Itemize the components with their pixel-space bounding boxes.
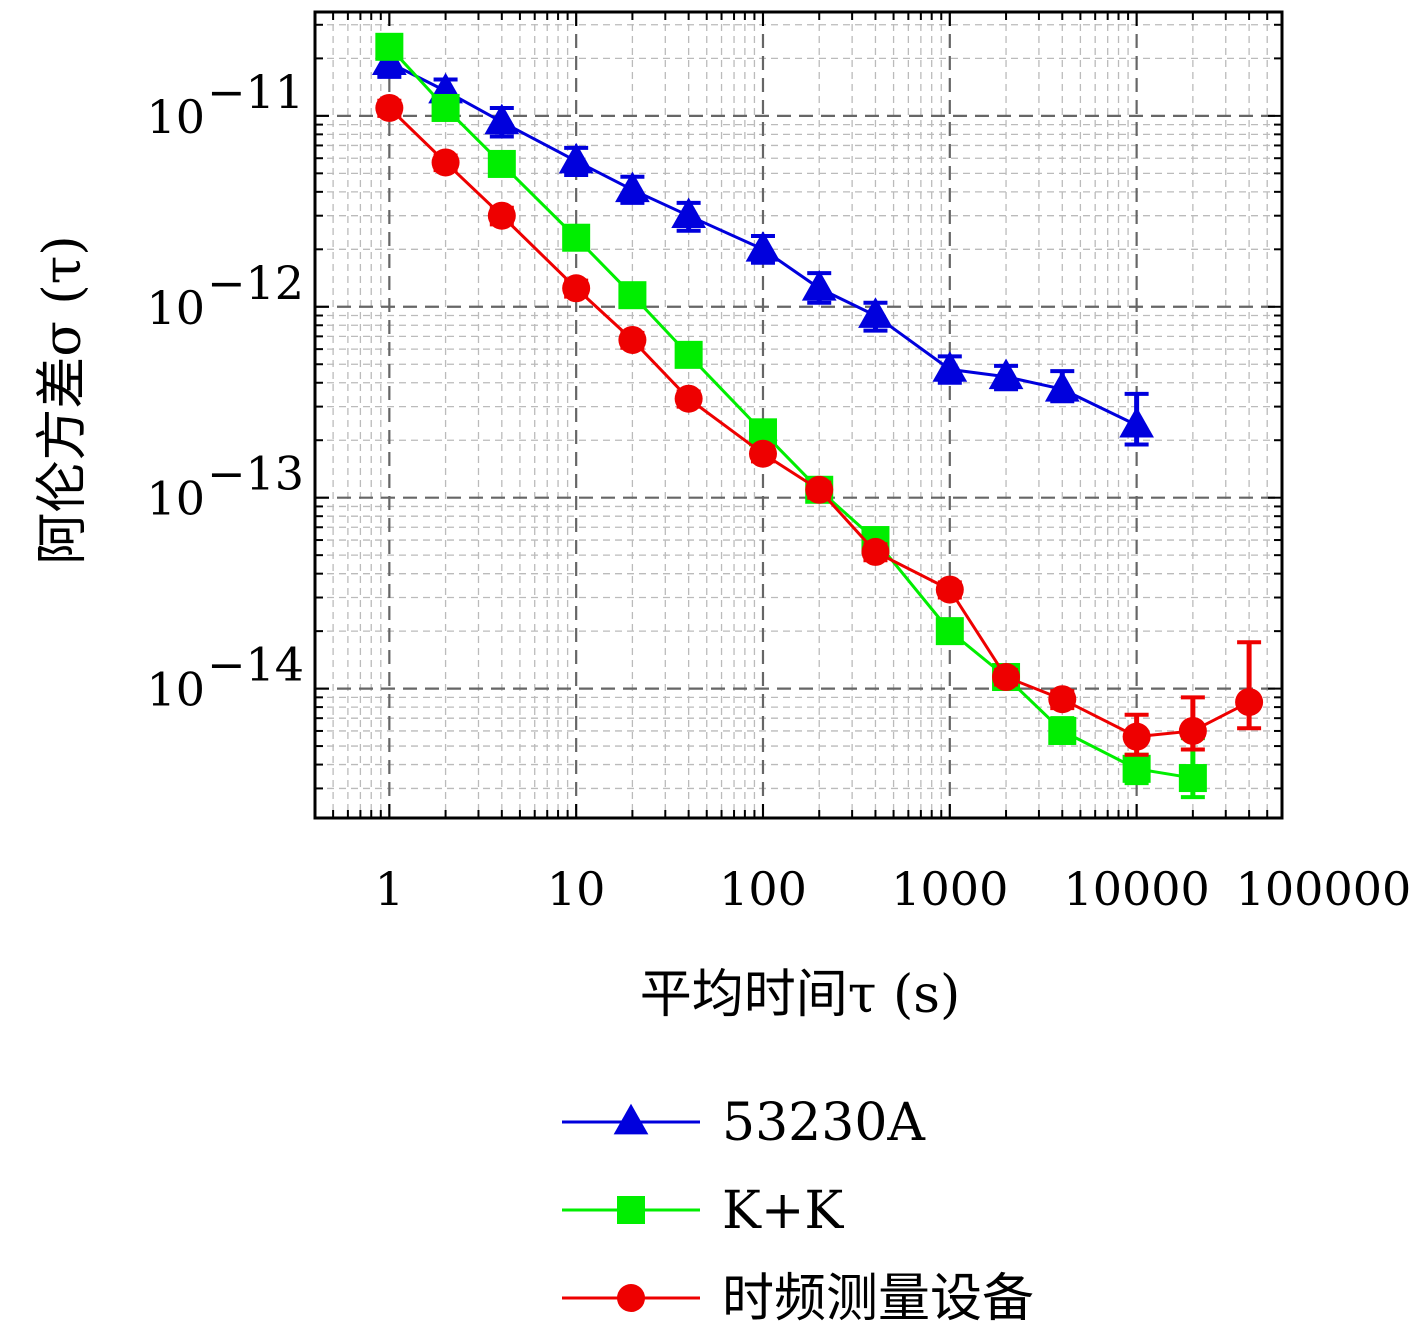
data-point <box>618 325 647 354</box>
series-layer <box>371 32 1264 800</box>
x-axis-label: 平均时间τ (s) <box>640 965 961 1025</box>
data-point <box>562 223 591 252</box>
data-point <box>484 103 520 135</box>
series-1 <box>375 32 1207 800</box>
data-point <box>674 384 703 413</box>
y-tick-exponent: −12 <box>207 256 304 310</box>
data-point <box>745 231 781 262</box>
x-tick-label: 100 <box>719 862 807 916</box>
data-point <box>1122 754 1151 783</box>
data-point <box>988 358 1024 390</box>
y-tick-label: 10 <box>146 663 205 717</box>
data-point <box>1048 685 1077 714</box>
data-point <box>1122 722 1151 751</box>
data-point <box>1048 716 1077 745</box>
y-tick-label: 10 <box>146 472 205 526</box>
data-point <box>487 201 516 230</box>
series-2 <box>375 93 1264 757</box>
data-point <box>487 149 516 178</box>
data-point <box>1119 406 1154 438</box>
data-point <box>748 439 777 468</box>
data-point <box>615 171 650 203</box>
data-point <box>935 575 964 604</box>
plot-frame <box>313 10 1284 820</box>
x-tick-label: 10 <box>547 862 606 916</box>
legend-marker <box>617 1196 645 1224</box>
data-point <box>431 93 460 122</box>
x-tick-labels: 1 10 100 1000 10000 100000 <box>375 862 1412 916</box>
legend-marker <box>613 1103 649 1135</box>
data-point <box>861 537 890 566</box>
legend-marker <box>617 1284 645 1312</box>
y-tick-exponent: −13 <box>207 447 304 501</box>
data-point <box>1044 370 1080 402</box>
x-tick-label: 1000 <box>891 862 1008 916</box>
data-point <box>562 274 591 303</box>
data-point <box>1178 716 1207 745</box>
x-tick-label: 10000 <box>1063 862 1209 916</box>
data-point <box>1178 764 1207 793</box>
data-point <box>992 663 1021 692</box>
y-tick-label: 10 <box>146 90 205 144</box>
data-point <box>805 475 834 504</box>
legend: 53230A K+K 时频测量设备 <box>562 1093 1034 1329</box>
data-point <box>932 351 968 382</box>
x-tick-label: 1 <box>375 862 404 916</box>
x-tick-label: 100000 <box>1236 862 1412 916</box>
data-point <box>618 281 647 310</box>
y-tick-exponent: −11 <box>207 65 304 119</box>
data-point <box>558 142 594 174</box>
legend-label: K+K <box>722 1181 844 1241</box>
data-point <box>1235 688 1264 717</box>
data-point <box>801 270 837 301</box>
legend-label: 53230A <box>722 1093 926 1153</box>
y-tick-exponent: −14 <box>207 638 304 692</box>
legend-label: 时频测量设备 <box>722 1269 1034 1329</box>
data-point <box>858 297 893 328</box>
data-point <box>671 197 707 229</box>
y-tick-label: 10 <box>146 281 205 335</box>
y-axis-label: 阿伦方差σ (τ) <box>33 235 93 564</box>
data-point <box>935 617 964 646</box>
data-point <box>375 32 404 61</box>
grid-major <box>315 12 1282 818</box>
data-point <box>375 93 404 122</box>
data-point <box>674 340 703 369</box>
data-point <box>431 148 460 177</box>
